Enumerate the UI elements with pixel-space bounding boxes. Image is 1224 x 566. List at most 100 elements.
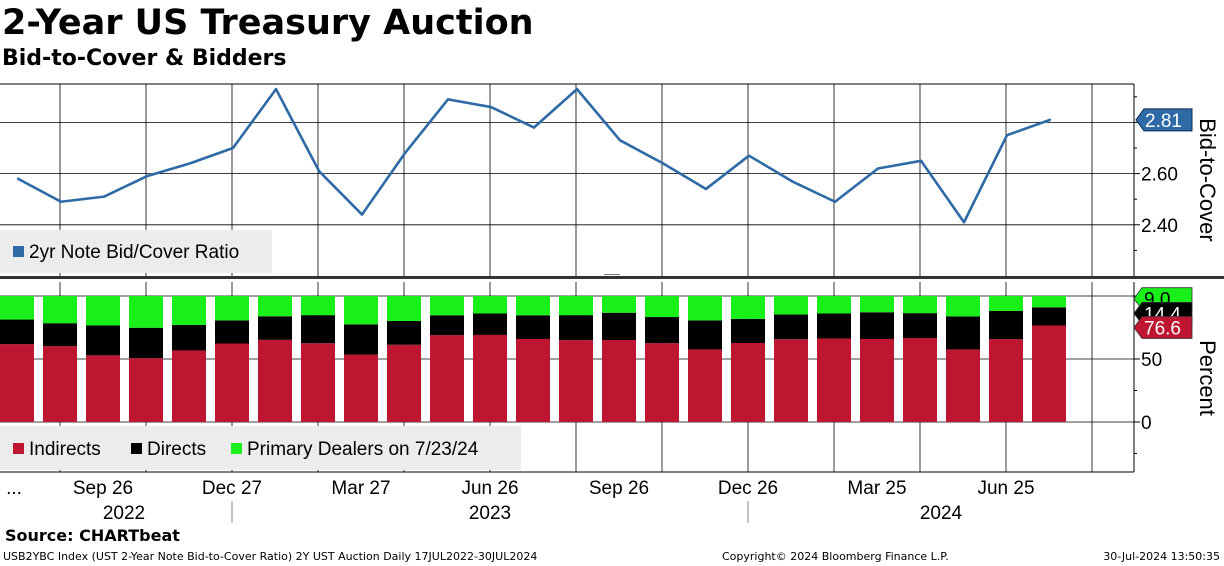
x-tick-label: Mar 27	[331, 478, 390, 499]
primary-dealers-bar	[301, 296, 335, 316]
bid-to-cover-point	[188, 162, 192, 165]
indirects-bar	[516, 338, 550, 422]
bid-to-cover-point	[446, 98, 450, 101]
x-tick-label: Mar 25	[847, 478, 906, 499]
indirects-bar	[172, 350, 206, 422]
footer-index-description: USB2YBC Index (UST 2-Year Note Bid-to-Co…	[3, 550, 538, 563]
x-tick-label: Jun 25	[977, 478, 1034, 499]
indirects-bar	[387, 344, 421, 422]
chart-subtitle: Bid-to-Cover & Bidders	[2, 46, 287, 71]
bid-to-cover-point	[59, 200, 63, 203]
directs-bar	[559, 315, 593, 341]
divider-handle	[604, 274, 620, 275]
indirects-bar	[301, 343, 335, 422]
x-tick-label: Dec 26	[718, 478, 778, 499]
x-tick-label: ...	[6, 478, 22, 499]
bid-to-cover-point	[833, 200, 837, 203]
primary-dealers-bar	[258, 296, 292, 317]
indirects-bar	[258, 339, 292, 422]
chart-title: 2-Year US Treasury Auction	[2, 3, 534, 43]
legend-label-directs: Directs	[147, 439, 206, 460]
x-axis: ... Sep 26 Dec 27 Mar 27 Jun 26 Sep 26 Dec 26 M…	[6, 478, 1034, 524]
top-y-axis-title: Bid-to-Cover	[1195, 118, 1220, 241]
bid-to-cover-point	[532, 126, 536, 129]
directs-bar	[258, 316, 292, 340]
directs-bar	[903, 313, 937, 339]
directs-bar	[989, 310, 1023, 340]
indirects-bar	[946, 349, 980, 422]
primary-dealers-bar	[430, 296, 464, 316]
primary-dealers-bar	[817, 296, 851, 314]
bid-to-cover-panel: 2.40 2.60 2.81 Bid-to-Cover 2yr Note Bid/Cov…	[0, 83, 1224, 279]
bid-to-cover-point	[274, 87, 278, 91]
directs-bar	[301, 315, 335, 344]
indirects-bar	[731, 342, 765, 422]
x-tick-label: Jun 26	[461, 478, 518, 499]
primary-dealers-bar	[43, 296, 77, 324]
x-tick-label: Sep 26	[73, 478, 133, 499]
primary-dealers-bar	[215, 296, 249, 321]
bid-to-cover-point	[661, 162, 665, 165]
indirects-bar	[473, 334, 507, 422]
indirects-bar	[903, 338, 937, 422]
legend-swatch-directs	[131, 443, 142, 454]
bid-to-cover-point	[876, 167, 880, 170]
bid-to-cover-point	[489, 105, 493, 109]
indirects-bar	[688, 349, 722, 422]
bid-to-cover-point	[145, 174, 149, 178]
panel-divider	[0, 276, 1224, 279]
x-year-label: 2024	[920, 503, 963, 524]
indirects-bar	[86, 355, 120, 422]
primary-dealers-bar	[602, 296, 636, 313]
directs-bar	[516, 315, 550, 339]
indirects-bar	[774, 339, 808, 422]
bid-to-cover-point	[360, 213, 364, 216]
legend-swatch-indirects	[13, 443, 24, 454]
directs-bar	[172, 324, 206, 351]
primary-dealers-bar	[946, 296, 980, 317]
bottom-legend-box	[0, 426, 521, 470]
bid-to-cover-point	[790, 180, 794, 183]
bottom-y-axis-title: Percent	[1195, 340, 1220, 416]
x-tick-label: Dec 27	[202, 478, 262, 499]
source-note: Source: CHARTbeat	[5, 526, 180, 545]
bid-to-cover-value-tag-label: 2.81	[1145, 111, 1182, 132]
bid-to-cover-point	[403, 151, 407, 155]
bid-to-cover-value-tag	[1135, 108, 1193, 132]
primary-dealers-bar	[989, 296, 1023, 311]
directs-bar	[774, 314, 808, 340]
directs-bar	[129, 327, 163, 359]
directs-bar	[215, 320, 249, 344]
directs-bar	[731, 318, 765, 343]
indirects-bar	[344, 354, 378, 422]
directs-bar	[430, 315, 464, 336]
primary-dealers-bar	[473, 296, 507, 314]
directs-bar	[1032, 307, 1066, 326]
bid-to-cover-point	[317, 169, 321, 173]
indirects-bar	[645, 343, 679, 422]
x-tick-label: Sep 26	[589, 478, 649, 499]
x-year-label: 2022	[103, 503, 145, 524]
bid-to-cover-point	[1048, 118, 1052, 122]
indirects-bar	[1032, 325, 1066, 422]
bid-to-cover-line	[17, 87, 1051, 224]
directs-bar	[688, 320, 722, 350]
indirects-bar	[989, 339, 1023, 422]
bid-to-cover-point	[704, 187, 708, 191]
legend-label-indirects: Indirects	[29, 439, 101, 460]
directs-bar	[43, 323, 77, 347]
primary-dealers-bar	[172, 296, 206, 325]
bid-to-cover-point	[1005, 134, 1009, 137]
indirects-bar	[43, 346, 77, 422]
top-y-tick-label: 2.40	[1141, 216, 1178, 237]
primary-dealers-bar	[860, 296, 894, 313]
directs-bar	[473, 313, 507, 335]
indirects-bar	[430, 335, 464, 422]
primary-dealers-bar	[86, 296, 120, 326]
bottom-y-tick-label: 50	[1141, 350, 1162, 371]
primary-dealers-bar	[1032, 296, 1066, 308]
directs-bar	[860, 312, 894, 339]
bid-to-cover-point	[231, 146, 235, 150]
indirects-value-tag-label: 76.6	[1144, 318, 1181, 339]
